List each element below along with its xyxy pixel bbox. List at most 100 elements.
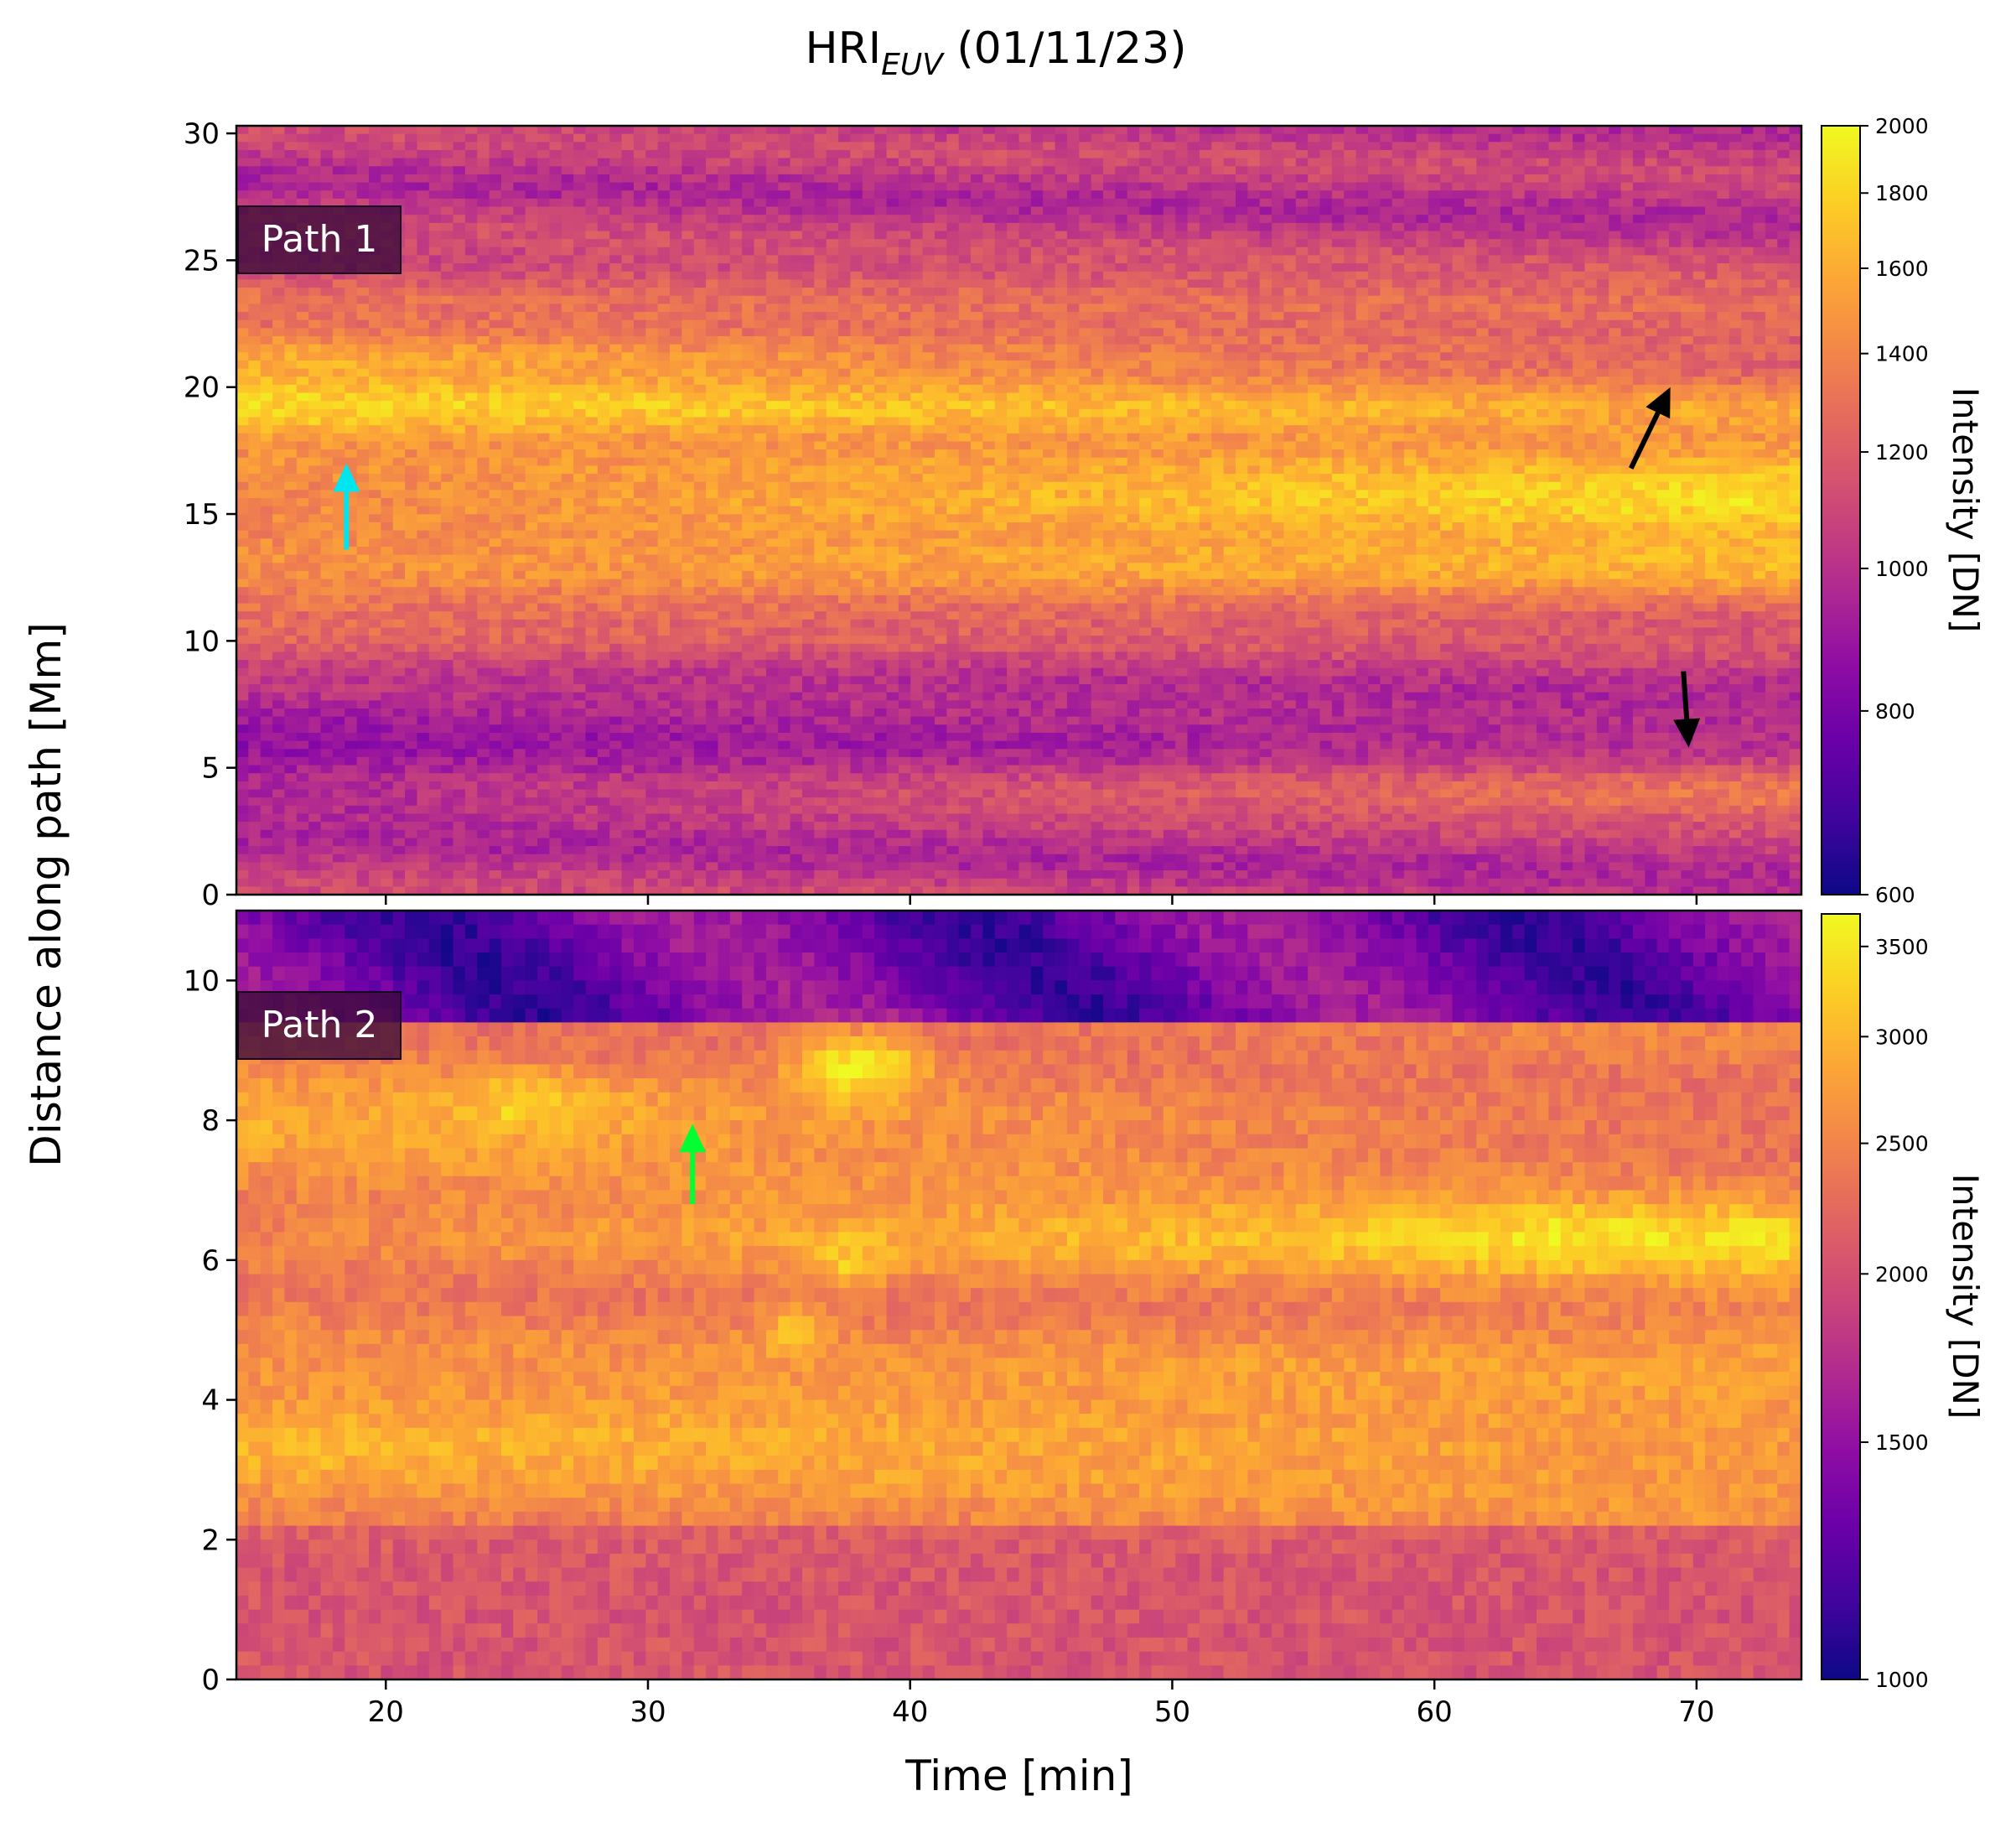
heatmap-cell	[1741, 263, 1754, 273]
heatmap-cell	[428, 215, 442, 224]
heatmap-cell	[1669, 417, 1682, 426]
heatmap-cell	[1151, 392, 1164, 402]
heatmap-cell	[874, 304, 888, 313]
heatmap-cell	[946, 344, 960, 353]
heatmap-cell	[1548, 263, 1562, 273]
heatmap-cell	[1765, 158, 1778, 167]
heatmap-cell	[670, 401, 682, 410]
heatmap-cell	[428, 392, 442, 402]
heatmap-cell	[814, 352, 827, 361]
heatmap-cell	[381, 425, 394, 434]
heatmap-cell	[1392, 319, 1405, 329]
heatmap-cell	[1560, 182, 1573, 191]
heatmap-cell	[886, 174, 899, 184]
heatmap-cell	[742, 304, 755, 313]
heatmap-cell	[1632, 255, 1645, 264]
heatmap-cell	[368, 279, 381, 288]
heatmap-cell	[1392, 133, 1405, 143]
heatmap-cell	[1319, 425, 1333, 434]
heatmap-cell	[1404, 384, 1417, 394]
heatmap-cell	[1367, 263, 1381, 273]
heatmap-cell	[1331, 182, 1345, 191]
heatmap-cell	[392, 158, 406, 167]
heatmap-cell	[561, 158, 574, 167]
heatmap-cell	[1440, 344, 1454, 353]
heatmap-cell	[1163, 158, 1176, 167]
heatmap-cell	[922, 271, 935, 280]
heatmap-cell	[1331, 401, 1345, 410]
heatmap-cell	[874, 360, 888, 370]
heatmap-cell	[1355, 344, 1369, 353]
heatmap-cell	[381, 133, 394, 143]
heatmap-cell	[1777, 344, 1791, 353]
heatmap-cell	[946, 376, 960, 386]
heatmap-cell	[1236, 166, 1248, 175]
heatmap-cell	[260, 335, 273, 345]
heatmap-cell	[1272, 271, 1285, 280]
heatmap-cell	[886, 126, 899, 135]
heatmap-cell	[898, 295, 911, 304]
heatmap-cell	[1452, 239, 1465, 248]
heatmap-cell	[1043, 142, 1056, 151]
heatmap-cell	[718, 215, 731, 224]
heatmap-cell	[477, 271, 490, 280]
heatmap-cell	[1308, 312, 1321, 321]
heatmap-cell	[801, 425, 815, 434]
heatmap-cell	[1175, 206, 1189, 215]
heatmap-cell	[428, 335, 442, 345]
heatmap-cell	[982, 126, 996, 135]
heatmap-cell	[284, 392, 298, 402]
heatmap-cell	[1584, 263, 1598, 273]
heatmap-cell	[1344, 368, 1357, 377]
heatmap-cell	[1367, 149, 1381, 159]
heatmap-cell	[1584, 198, 1598, 208]
heatmap-cell	[1524, 344, 1537, 353]
heatmap-cell	[729, 376, 743, 386]
heatmap-cell	[1355, 360, 1369, 370]
heatmap-cell	[1524, 247, 1537, 257]
heatmap-cell	[1066, 344, 1080, 353]
heatmap-cell	[345, 384, 358, 394]
heatmap-cell	[1236, 206, 1248, 215]
heatmap-cell	[1645, 190, 1658, 200]
heatmap-cell	[621, 182, 635, 191]
heatmap-cell	[1609, 408, 1622, 418]
heatmap-cell	[1223, 247, 1236, 257]
heatmap-cell	[392, 433, 406, 443]
heatmap-cell	[1728, 222, 1742, 232]
heatmap-cell	[489, 376, 502, 386]
heatmap-cell	[682, 417, 695, 426]
heatmap-cell	[1115, 288, 1128, 297]
heatmap-cell	[308, 198, 322, 208]
heatmap-cell	[549, 384, 562, 394]
heatmap-cell	[1488, 368, 1501, 377]
heatmap-cell	[537, 149, 550, 159]
heatmap-cell	[1115, 149, 1128, 159]
heatmap-cell	[248, 190, 262, 200]
heatmap-cell	[1476, 215, 1490, 224]
heatmap-cell	[765, 288, 779, 297]
heatmap-cell	[718, 239, 731, 248]
heatmap-cell	[1259, 149, 1272, 159]
heatmap-cell	[1560, 335, 1573, 345]
heatmap-cell	[500, 417, 514, 426]
heatmap-cell	[1247, 255, 1261, 264]
heatmap-cell	[1573, 319, 1586, 329]
heatmap-cell	[597, 239, 610, 248]
heatmap-cell	[1609, 126, 1622, 135]
heatmap-cell	[1007, 126, 1020, 135]
heatmap-cell	[1079, 312, 1092, 321]
heatmap-cell	[1175, 271, 1189, 280]
heatmap-cell	[525, 295, 538, 304]
heatmap-cell	[982, 417, 996, 426]
heatmap-cell	[260, 158, 273, 167]
heatmap-cell	[1596, 142, 1609, 151]
heatmap-cell	[1175, 304, 1189, 313]
heatmap-cell	[489, 319, 502, 329]
heatmap-cell	[898, 425, 911, 434]
heatmap-cell	[1211, 182, 1225, 191]
heatmap-cell	[826, 247, 839, 257]
heatmap-cell	[814, 360, 827, 370]
heatmap-cell	[1537, 126, 1550, 135]
heatmap-cell	[284, 433, 298, 443]
